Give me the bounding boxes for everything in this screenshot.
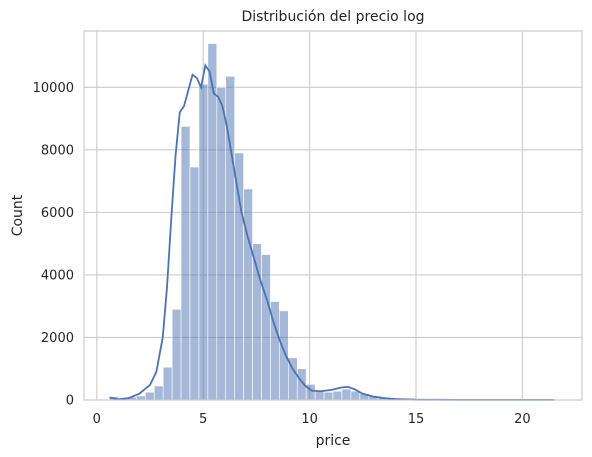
histogram-bars — [109, 43, 557, 401]
y-tick-label: 4000 — [41, 268, 74, 283]
x-tick-label: 0 — [93, 412, 101, 427]
x-tick-label: 20 — [514, 412, 531, 427]
histogram-bar — [243, 188, 253, 401]
x-axis-label: price — [316, 433, 351, 449]
x-tick-labels: 0 5 10 15 20 — [93, 412, 531, 427]
histogram-bar — [216, 86, 227, 401]
histogram-bar — [234, 152, 244, 401]
x-tick-label: 15 — [408, 412, 425, 427]
plot-frame — [83, 30, 583, 401]
y-axis-label: Count — [10, 194, 26, 236]
histogram-bar — [198, 83, 209, 401]
histogram-bar — [189, 166, 200, 401]
histogram-bar — [180, 126, 191, 401]
y-tick-label: 2000 — [41, 331, 74, 346]
kde-line — [109, 63, 555, 401]
y-tick-labels: 0 2000 4000 6000 8000 10000 — [33, 81, 74, 409]
histogram-bar — [332, 390, 343, 401]
histogram-bar — [171, 309, 182, 401]
y-tick-label: 8000 — [41, 143, 74, 158]
histogram-bar — [279, 310, 289, 401]
y-tick-label: 6000 — [41, 206, 74, 221]
chart-title: Distribución del precio log — [241, 9, 424, 25]
histogram-bar — [323, 391, 334, 401]
grid-lines — [84, 31, 582, 401]
histogram-bar — [136, 395, 146, 401]
histogram-bar — [341, 388, 352, 401]
x-tick-label: 10 — [301, 412, 318, 427]
histogram-bar — [144, 391, 155, 401]
histogram-bar — [162, 366, 173, 401]
histogram-bar — [207, 43, 218, 401]
y-tick-label: 0 — [66, 394, 74, 409]
y-tick-label: 10000 — [33, 81, 74, 96]
histogram-bar — [261, 254, 271, 401]
x-tick-label: 5 — [199, 412, 207, 427]
histogram-bar — [350, 390, 361, 401]
histogram-bar — [153, 385, 164, 401]
